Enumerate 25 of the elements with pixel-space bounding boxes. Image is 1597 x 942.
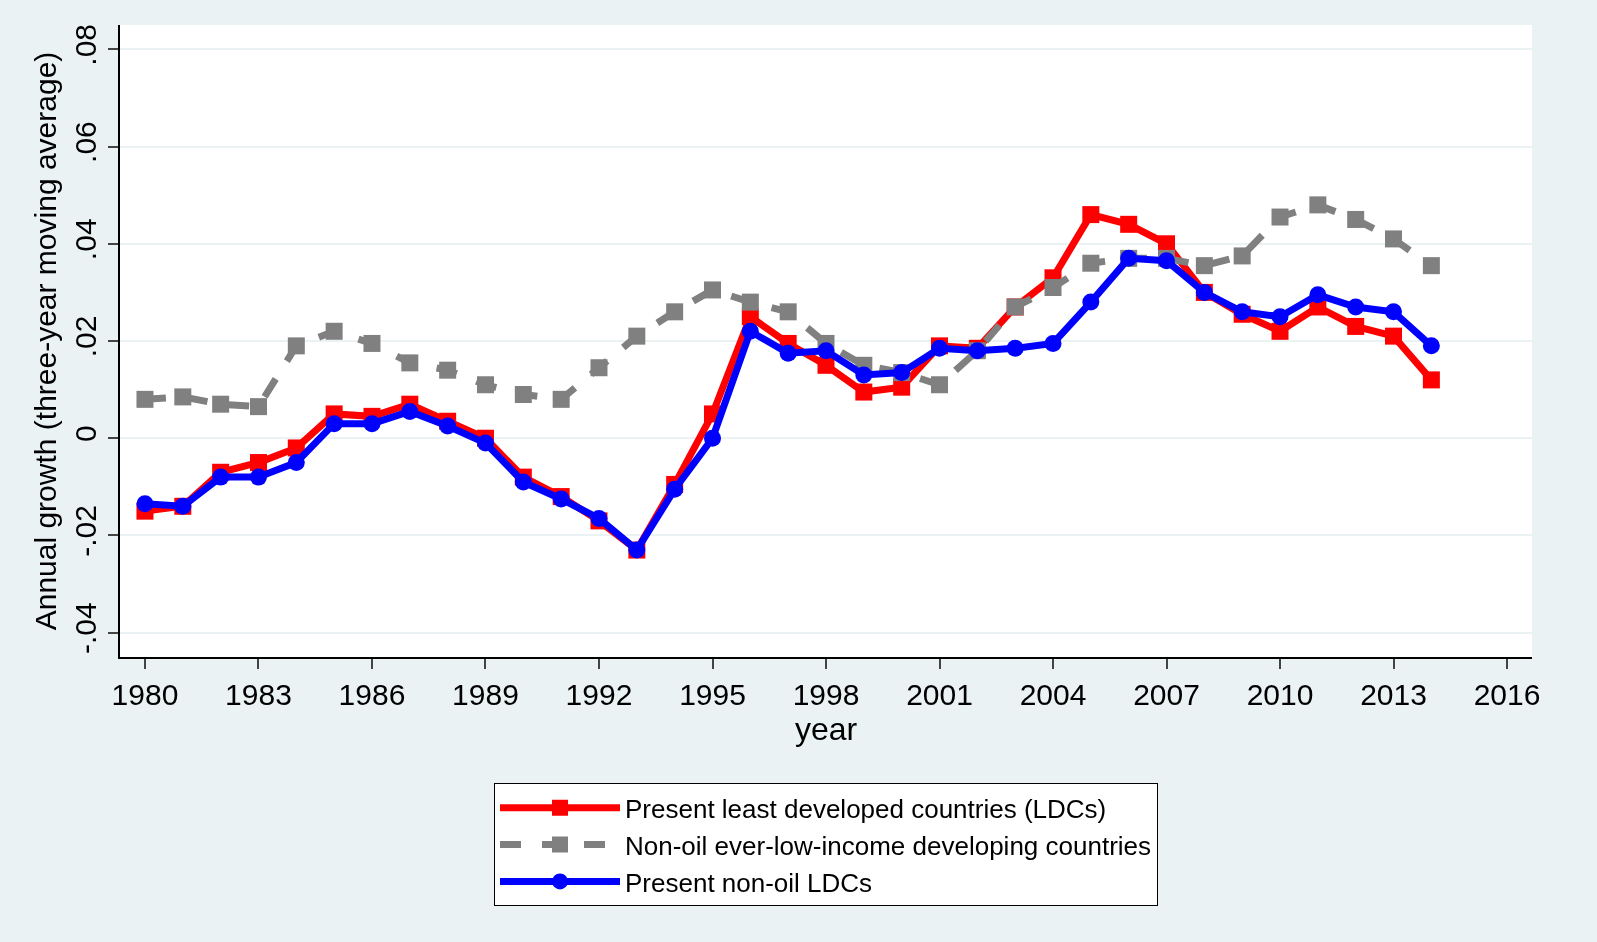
x-tick-label: 1998: [792, 678, 860, 711]
x-tick-label: 2007: [1133, 678, 1200, 711]
legend-label: Non-oil ever-low-income developing countries: [625, 830, 1152, 861]
y-axis-title: Annual growth (three-year moving average): [28, 51, 62, 631]
y-tick-label: -.02: [69, 505, 102, 557]
x-tick-label: 2016: [1473, 678, 1541, 711]
x-tick-label: 2013: [1360, 678, 1427, 711]
legend-label: Present least developed countries (LDCs): [625, 793, 1107, 824]
legend-label: Present non-oil LDCs: [625, 867, 873, 898]
x-axis-title: year: [794, 711, 858, 747]
x-tick-label: 1992: [565, 678, 633, 711]
x-tick-label: 2001: [906, 678, 973, 711]
y-tick-label: 0: [69, 425, 102, 443]
x-tick-label: 2010: [1246, 678, 1314, 711]
x-tick-label: 1986: [338, 678, 406, 711]
y-tick-label: .06: [69, 121, 102, 163]
y-tick-label: -.04: [69, 602, 102, 655]
x-tick-label: 1989: [452, 678, 519, 711]
x-tick-label: 1980: [111, 678, 179, 711]
x-tick-label: 2004: [1019, 678, 1087, 711]
y-tick-label: .04: [69, 218, 102, 261]
x-tick-label: 1995: [679, 678, 746, 711]
y-tick-label: .02: [69, 315, 102, 358]
y-tick-label: .08: [69, 23, 102, 66]
x-tick-label: 1983: [225, 678, 292, 711]
